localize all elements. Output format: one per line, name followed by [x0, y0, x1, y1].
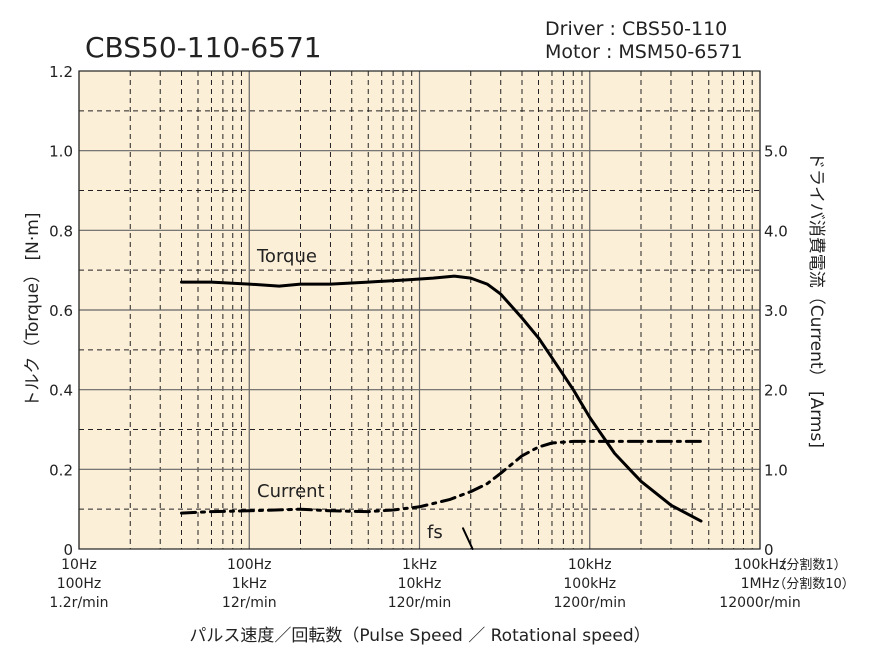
- y-tick-label: 0.8: [49, 222, 73, 240]
- x-tick-note-1: （分割数1）: [773, 557, 846, 573]
- y2-axis-ticks: 0 1.0 2.0 3.0 4.0 5.0: [764, 143, 788, 559]
- y-tick-label: 0: [63, 541, 73, 559]
- series-fs-line: [462, 527, 474, 550]
- y-tick-label: 0.4: [49, 382, 73, 400]
- y-axis-ticks: 0 0.2 0.4 0.6 0.8 1.0 1.2: [49, 63, 73, 559]
- y-tick-label: 1.0: [49, 143, 73, 161]
- y2-axis-label: ドライバ消費電流（Current） [Arms]: [806, 152, 826, 448]
- driver-label: Driver : CBS50-110: [545, 18, 727, 40]
- y2-tick-label: 0: [764, 541, 774, 559]
- x-tick-label: 1kHz: [232, 576, 267, 592]
- x-tick-label: 100Hz: [57, 576, 102, 592]
- y-tick-label: 0.6: [49, 302, 73, 320]
- x-tick-label: 12000r/min: [719, 595, 800, 611]
- x-tick-label: 10kHz: [568, 557, 612, 573]
- x-tick-label: 120r/min: [388, 595, 452, 611]
- x-axis-label: パルス速度／回転数（Pulse Speed ／ Rotational speed…: [189, 626, 650, 646]
- y2-tick-label: 4.0: [764, 222, 788, 240]
- x-tick-label: 100kHz: [734, 557, 787, 573]
- y-axis-label: トルク（Torque） [N·m]: [23, 213, 43, 408]
- x-tick-label: 10Hz: [61, 557, 97, 573]
- y2-tick-label: 5.0: [764, 143, 788, 161]
- x-tick-label: 12r/min: [222, 595, 277, 611]
- x-axis-ticks: 10Hz 100Hz 1.2r/min 100Hz 1kHz 12r/min 1kHz 10k…: [49, 557, 800, 611]
- x-tick-note-2: （分割数10）: [773, 576, 855, 592]
- legend-current-label: Current: [257, 481, 325, 502]
- plot-frame: [78, 70, 761, 550]
- y-tick-label: 0.2: [49, 461, 73, 479]
- y-tick-label: 1.2: [49, 63, 73, 81]
- x-tick-label: 1.2r/min: [49, 595, 108, 611]
- y2-tick-label: 2.0: [764, 382, 788, 400]
- series-current-line: [180, 439, 703, 515]
- chart-title: CBS50-110-6571: [85, 31, 322, 64]
- series-layer: [180, 274, 703, 550]
- y2-tick-label: 1.0: [764, 461, 788, 479]
- x-tick-label: 1MHz: [741, 576, 780, 592]
- x-tick-label: 100Hz: [227, 557, 272, 573]
- y2-tick-label: 3.0: [764, 302, 788, 320]
- legend-torque-label: Torque: [256, 246, 317, 267]
- fs-label: fs: [427, 522, 443, 543]
- x-tick-label: 10kHz: [398, 576, 442, 592]
- series-torque-line: [180, 274, 703, 523]
- x-tick-label: 100kHz: [563, 576, 616, 592]
- x-tick-label: 1kHz: [402, 557, 437, 573]
- motor-label: Motor : MSM50-6571: [545, 41, 743, 63]
- x-tick-label: 1200r/min: [553, 595, 626, 611]
